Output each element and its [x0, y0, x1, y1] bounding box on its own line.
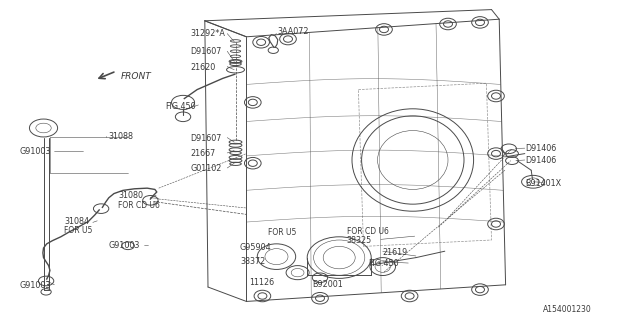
Text: 38325: 38325	[347, 236, 372, 245]
Text: 31088: 31088	[109, 132, 134, 141]
Text: A154001230: A154001230	[543, 305, 591, 314]
Text: 21667: 21667	[191, 149, 216, 158]
Text: FIG.450: FIG.450	[165, 102, 196, 111]
Text: FOR CD U6: FOR CD U6	[347, 227, 388, 236]
Text: D91607: D91607	[191, 47, 222, 56]
Text: G91003: G91003	[19, 281, 51, 290]
Text: 31292*A: 31292*A	[191, 29, 225, 38]
Text: B92001: B92001	[312, 280, 343, 289]
Text: D91406: D91406	[525, 156, 556, 165]
Text: 31080: 31080	[118, 191, 143, 200]
Text: FIG.450: FIG.450	[368, 259, 399, 268]
Text: FRONT: FRONT	[120, 72, 151, 81]
Text: G91003: G91003	[19, 147, 51, 156]
Text: D91607: D91607	[191, 134, 222, 143]
Text: FOR CD U6: FOR CD U6	[118, 201, 160, 210]
Text: G01102: G01102	[191, 164, 222, 173]
Text: G91003: G91003	[109, 241, 140, 250]
Text: D91406: D91406	[525, 144, 556, 153]
Text: FOR U5: FOR U5	[268, 228, 296, 237]
Text: 38372: 38372	[240, 257, 265, 266]
Text: FOR U5: FOR U5	[64, 226, 92, 235]
Text: B91401X: B91401X	[525, 179, 561, 188]
Text: 21620: 21620	[191, 63, 216, 72]
Text: 11126: 11126	[250, 278, 275, 287]
Text: 3AA072: 3AA072	[278, 28, 309, 36]
Text: G95904: G95904	[240, 243, 271, 252]
Text: 21619: 21619	[383, 248, 408, 257]
Text: 31084: 31084	[64, 217, 89, 226]
